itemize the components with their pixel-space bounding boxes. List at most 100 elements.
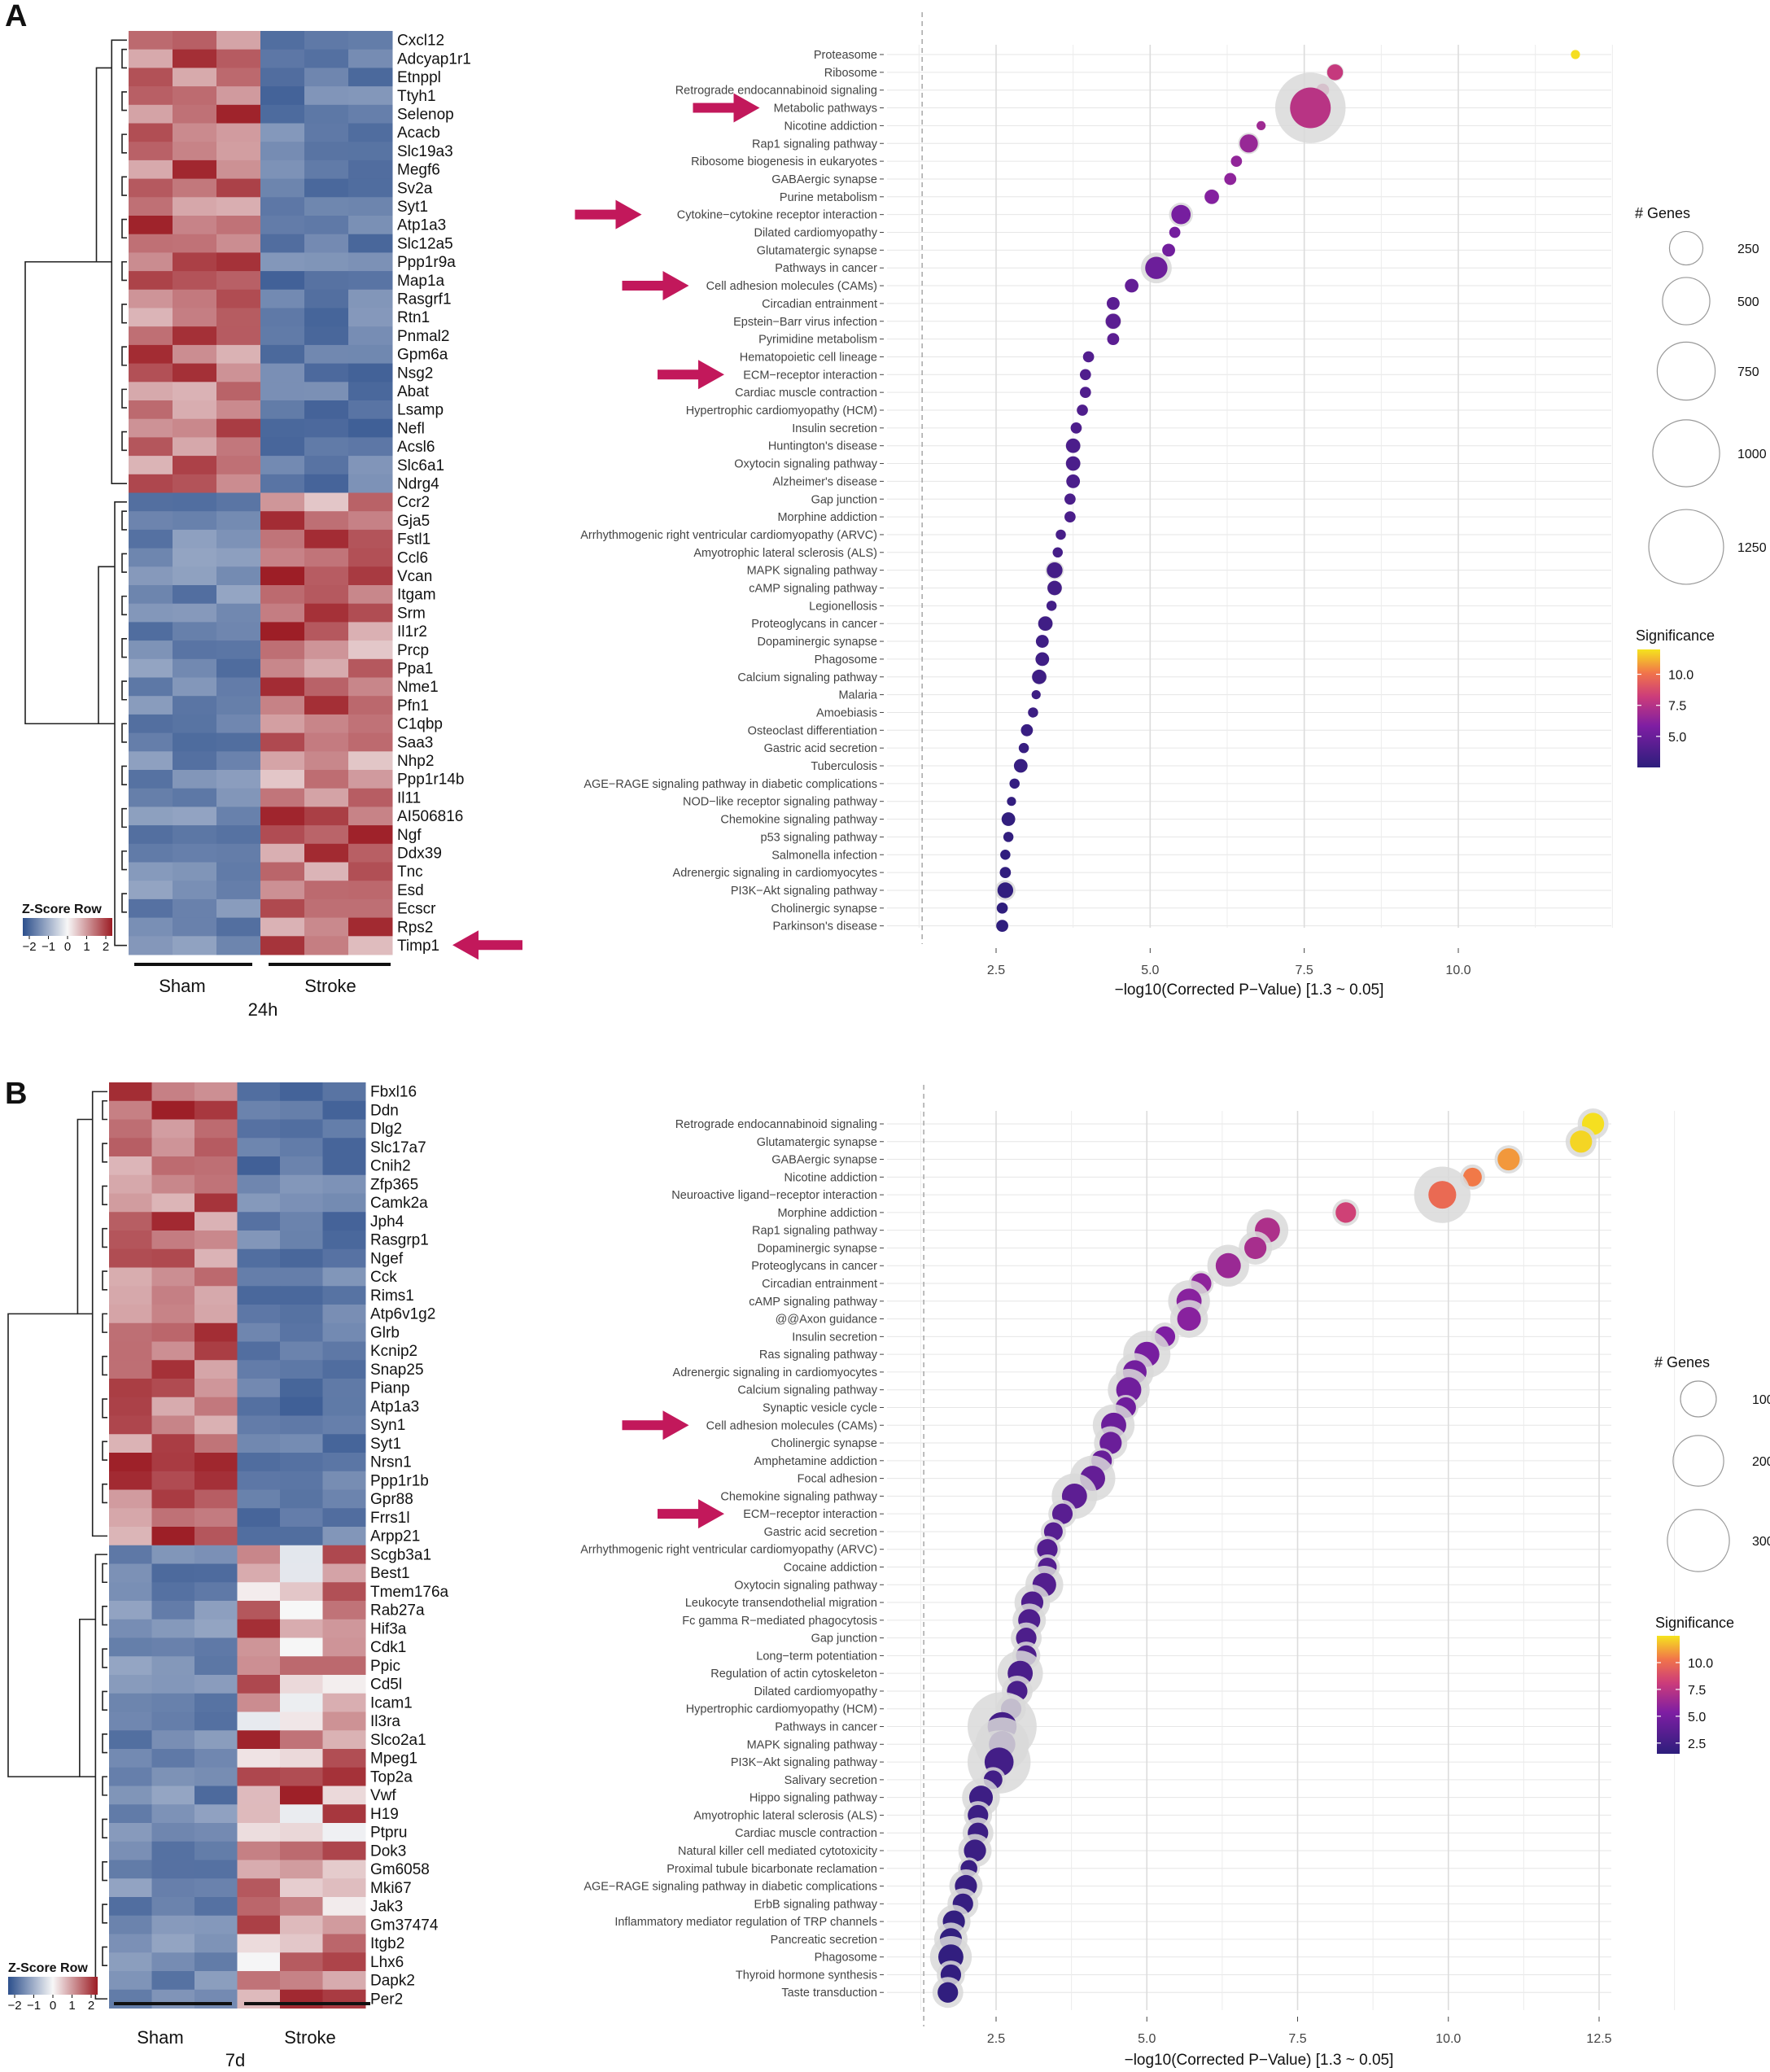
gene-label: Mki67 (370, 1880, 412, 1897)
gene-label: Fbxl16 (370, 1084, 417, 1101)
stroke-label: Stroke (284, 2027, 336, 2048)
heatmap-cell (109, 1248, 152, 1268)
pathway-label: Cholinergic synapse (771, 903, 877, 916)
heatmap-cell (129, 418, 173, 438)
heatmap-cell (109, 1415, 152, 1435)
heatmap-cell (109, 1934, 152, 1953)
heatmap-cell (304, 585, 349, 605)
heatmap-cell (109, 1545, 152, 1564)
x-tick-label: 5.0 (1138, 2032, 1156, 2046)
heatmap-cell (348, 289, 393, 308)
gene-label: Slc6a1 (397, 457, 444, 474)
size-legend-circle (1648, 509, 1724, 585)
size-legend-label: 250 (1737, 243, 1759, 256)
heatmap-cell (322, 1379, 366, 1398)
heatmap-cell (304, 160, 349, 180)
heatmap-cell (129, 142, 173, 161)
heatmap-cell (260, 529, 305, 549)
heatmap-cell (151, 1637, 195, 1657)
heatmap-cell (280, 1804, 323, 1824)
heatmap-cell (151, 1971, 195, 1991)
x-axis-title: −log10(Corrected P−Value) [1.3 ~ 0.05] (1115, 981, 1384, 999)
pathway-point (1047, 562, 1063, 579)
gene-label: Slc12a5 (397, 235, 453, 252)
heatmap-cell (237, 1601, 281, 1620)
heatmap-cell (260, 492, 305, 512)
heatmap-cell (304, 308, 349, 327)
x-tick-label: 2.5 (987, 964, 1005, 977)
heatmap-cell (260, 49, 305, 68)
heatmap-cell (348, 917, 393, 937)
heatmap-cell (109, 1952, 152, 1972)
heatmap-cell (322, 1823, 366, 1843)
heatmap-cell (260, 363, 305, 382)
size-legend-label: 750 (1737, 365, 1759, 379)
pathway-point (1028, 707, 1038, 718)
heatmap-cell (194, 1915, 238, 1934)
gene-label: Rasgrp1 (370, 1232, 429, 1249)
pathway-label: Malaria (838, 689, 877, 702)
heatmap-cell (322, 1453, 366, 1472)
heatmap-cell (173, 622, 217, 641)
heatmap-cell (194, 1711, 238, 1731)
heatmap-cell (322, 1231, 366, 1250)
heatmap-cell (348, 418, 393, 438)
pathway-label: Retrograde endocannabinoid signaling (675, 85, 877, 98)
heatmap-cell (280, 1675, 323, 1694)
size-legend-label: 1250 (1737, 541, 1767, 555)
gene-label: Top2a (370, 1768, 413, 1786)
gene-label: Rasgrf1 (397, 291, 452, 308)
pathway-label: Neuroactive ligand−receptor interaction (671, 1189, 877, 1202)
heatmap-cell (304, 474, 349, 493)
heatmap-cell (129, 807, 173, 826)
heatmap-cell (237, 1934, 281, 1953)
pathway-label: Glutamatergic synapse (757, 244, 877, 257)
heatmap-cell (348, 234, 393, 253)
pathway-label: Cholinergic synapse (771, 1437, 877, 1450)
heatmap-cell (194, 1471, 238, 1490)
heatmap-cell (237, 1508, 281, 1528)
heatmap-cell (151, 1379, 195, 1398)
heatmap-cell (237, 1379, 281, 1398)
heatmap-cell (322, 1563, 366, 1583)
pathway-label: Cardiac muscle contraction (735, 1827, 877, 1840)
zscore-legend: Z-Score Row −2 −1 0 1 2 (7, 1961, 98, 2013)
heatmap-cell (280, 1231, 323, 1250)
heatmap-cell (260, 86, 305, 106)
pathway-label: Dopaminergic synapse (758, 636, 878, 649)
pathway-label: Adrenergic signaling in cardiomyocytes (673, 867, 877, 880)
heatmap-cell (129, 566, 173, 586)
heatmap-cell (109, 1786, 152, 1805)
pathway-label: AGE−RAGE signaling pathway in diabetic c… (583, 1881, 877, 1894)
gene-label: Ddn (370, 1102, 399, 1119)
significance-colorbar (1657, 1636, 1680, 1754)
heatmap-cell (129, 308, 173, 327)
gene-label: Atp6v1g2 (370, 1306, 435, 1323)
gene-label: Prcp (397, 642, 429, 659)
heatmap-cell (237, 1231, 281, 1250)
heatmap-cell (194, 1119, 238, 1139)
heatmap-cell (237, 1860, 281, 1879)
heatmap-cell (173, 160, 217, 180)
heatmap-cell (304, 677, 349, 697)
dendrogram-branch (121, 260, 127, 282)
heatmap-cell (280, 1138, 323, 1157)
dendrogram-branch (102, 1143, 107, 1163)
gene-label: Ecscr (397, 901, 436, 918)
pathway-label: Gap junction (811, 493, 877, 506)
heatmap-cell (216, 234, 261, 253)
size-legend-label: 300 (1752, 1535, 1770, 1549)
heatmap-cell (237, 1897, 281, 1917)
heatmap-cell (151, 1138, 195, 1157)
gene-label: Vwf (370, 1787, 396, 1804)
significance-legend: Significance 10.0 7.5 5.0 2.5 (1655, 1615, 1734, 1754)
zscore-tick-label: −2 (7, 1999, 21, 2013)
dendrogram-branch (121, 133, 127, 154)
heatmap-cell (173, 216, 217, 235)
heatmap-cell (173, 936, 217, 955)
gene-label: Gpr88 (370, 1491, 413, 1508)
gene-label: Lsamp (397, 402, 444, 419)
heatmap-cell (129, 548, 173, 567)
gene-label: Etnppl (397, 69, 441, 86)
pathway-point (1038, 616, 1053, 632)
